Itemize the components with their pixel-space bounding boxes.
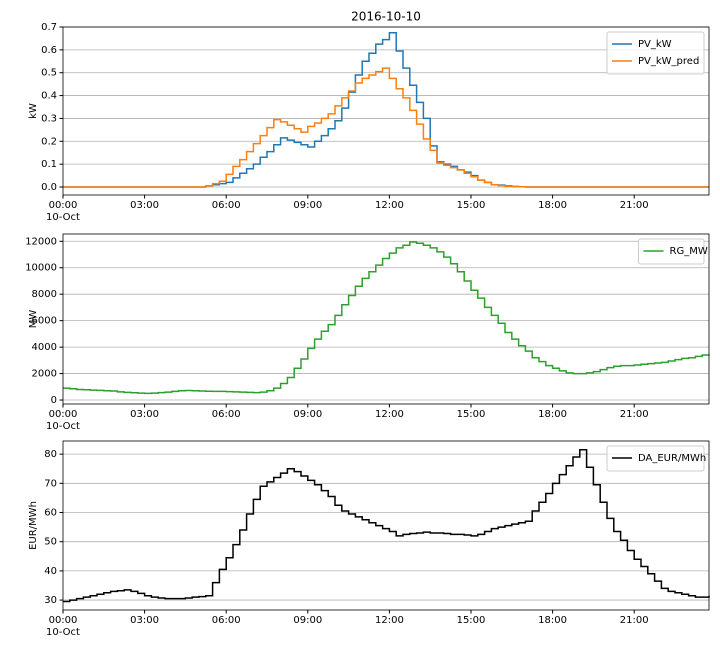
x-tick-label: 09:00 [293,409,322,420]
x-tick-label: 21:00 [620,200,649,211]
y-tick-label: 0.4 [41,91,57,102]
step-line [63,449,710,603]
y-tick-label: 30 [44,595,57,606]
x-tick-label: 18:00 [538,409,567,420]
x-tick-label: 15:00 [457,200,486,211]
y-axis-label: MW [28,310,39,329]
legend-label: PV_kW_pred [638,56,699,67]
step-line [63,241,710,395]
step-line [63,67,709,188]
y-tick-label: 50 [44,537,57,548]
x-tick-label: 00:00 [49,409,78,420]
y-tick-label: 0 [51,395,57,406]
y-tick-label: 0.2 [41,136,57,147]
legend-box [606,31,705,75]
y-tick-label: 0.6 [41,45,57,56]
legend-box [638,238,705,265]
y-tick-label: 4000 [32,342,57,353]
x-tick-label: 12:00 [375,200,404,211]
y-tick-label: 0.1 [41,159,57,170]
axes-frame [62,440,710,611]
legend-box [606,445,705,472]
x-tick-label: 03:00 [130,409,159,420]
x-tick-label: 06:00 [212,615,241,626]
legend-label: PV_kW [638,39,672,50]
y-tick-label: 0.5 [41,68,57,79]
y-tick-label: 2000 [32,369,57,380]
x-tick-label: 09:00 [293,200,322,211]
y-tick-label: 40 [44,566,57,577]
x-tick-label: 12:00 [375,615,404,626]
x-date-label: 10-Oct [46,212,80,223]
y-tick-label: 60 [44,508,57,519]
x-tick-label: 21:00 [620,409,649,420]
legend-label: DA_EUR/MWh [638,453,706,464]
y-tick-label: 8000 [32,289,57,300]
y-tick-label: 12000 [25,236,57,247]
x-tick-label: 00:00 [49,200,78,211]
axes-frame [62,26,710,196]
x-date-label: 10-Oct [46,421,80,432]
x-tick-label: 00:00 [49,615,78,626]
x-tick-label: 18:00 [538,200,567,211]
x-tick-label: 03:00 [130,200,159,211]
x-tick-label: 18:00 [538,615,567,626]
x-tick-label: 09:00 [293,615,322,626]
x-tick-label: 21:00 [620,615,649,626]
y-tick-label: 0.7 [41,22,57,33]
y-tick-label: 10000 [25,263,57,274]
legend-label: RG_MW [670,246,708,257]
x-tick-label: 15:00 [457,409,486,420]
x-tick-label: 15:00 [457,615,486,626]
chart-title: 2016-10-10 [351,10,421,24]
y-tick-label: 0.0 [41,182,57,193]
y-tick-label: 80 [44,449,57,460]
x-tick-label: 06:00 [212,409,241,420]
x-tick-label: 12:00 [375,409,404,420]
y-tick-label: 70 [44,478,57,489]
y-axis-label: kW [28,103,39,119]
y-tick-label: 6000 [32,316,57,327]
y-axis-label: EUR/MWh [28,501,39,550]
x-date-label: 10-Oct [46,627,80,638]
x-tick-label: 03:00 [130,615,159,626]
axes-frame [62,233,710,405]
y-tick-label: 0.3 [41,113,57,124]
x-tick-label: 06:00 [212,200,241,211]
